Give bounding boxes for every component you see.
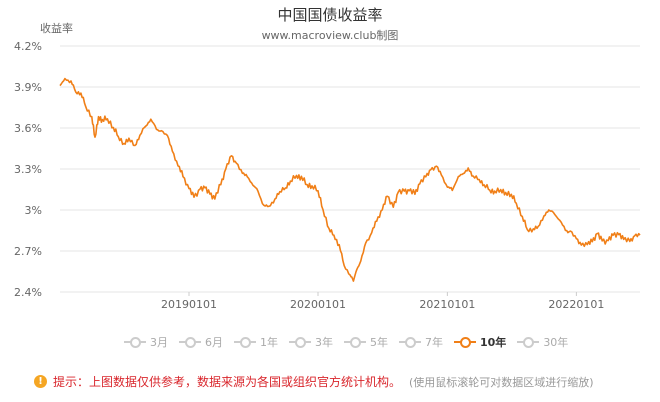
- legend-label: 1年: [260, 336, 278, 349]
- info-icon: !: [34, 375, 47, 388]
- legend-item-5年[interactable]: 5年: [344, 334, 388, 350]
- y-axis-ticks: 2.4% 2.7% 3% 3.3% 3.6% 3.9% 4.2%: [14, 40, 42, 299]
- x-axis-ticks: 20190101 20200101 20210101 20220101: [161, 292, 604, 311]
- x-tick-label: 20210101: [419, 298, 475, 311]
- legend-marker-icon: [124, 336, 146, 348]
- notice-text: 提示：上图数据仅供参考，数据来源为各国或组织官方统计机构。: [53, 375, 402, 389]
- legend-item-6月[interactable]: 6月: [179, 334, 223, 350]
- legend-marker-icon: [454, 336, 476, 348]
- x-tick-label: 20220101: [548, 298, 604, 311]
- legend-label: 6月: [205, 336, 223, 349]
- legend-label: 5年: [370, 336, 388, 349]
- x-tick-label: 20200101: [290, 298, 346, 311]
- legend: 3月 6月 1年 3年 5年 7年 10年 30年: [124, 334, 579, 350]
- legend-label: 3年: [315, 336, 333, 349]
- notice-hint: (使用鼠标滚轮可对数据区域进行缩放): [409, 375, 594, 389]
- legend-label: 3月: [150, 336, 168, 349]
- y-tick-label: 3.9%: [14, 81, 42, 94]
- grid-lines: [60, 45, 640, 293]
- y-tick-label: 2.7%: [14, 245, 42, 258]
- legend-marker-icon: [234, 336, 256, 348]
- line-chart[interactable]: 2.4% 2.7% 3% 3.3% 3.6% 3.9% 4.2% 20190101 20200…: [0, 0, 660, 330]
- legend-marker-icon: [179, 336, 201, 348]
- legend-label: 10年: [480, 336, 507, 349]
- y-tick-label: 2.4%: [14, 286, 42, 299]
- legend-item-1年[interactable]: 1年: [234, 334, 278, 350]
- legend-label: 30年: [543, 336, 569, 349]
- y-axis-label: 收益率: [40, 22, 73, 35]
- x-tick-label: 20190101: [161, 298, 217, 311]
- legend-label: 7年: [425, 336, 443, 349]
- legend-marker-icon: [289, 336, 311, 348]
- notice-bar: ! 提示：上图数据仅供参考，数据来源为各国或组织官方统计机构。 (使用鼠标滚轮可…: [34, 373, 594, 390]
- legend-marker-icon: [399, 336, 421, 348]
- y-tick-label: 4.2%: [14, 40, 42, 53]
- chart-subtitle: www.macroview.club制图: [261, 29, 399, 42]
- legend-item-3月[interactable]: 3月: [124, 334, 168, 350]
- chart-title: 中国国债收益率: [277, 6, 383, 24]
- legend-item-7年[interactable]: 7年: [399, 334, 443, 350]
- series-line-10y[interactable]: [59, 77, 641, 282]
- legend-item-30年[interactable]: 30年: [517, 334, 568, 350]
- legend-marker-icon: [344, 336, 366, 348]
- y-tick-label: 3.6%: [14, 122, 42, 135]
- legend-item-3年[interactable]: 3年: [289, 334, 333, 350]
- legend-item-10年[interactable]: 10年: [454, 334, 506, 350]
- legend-marker-icon: [517, 336, 540, 348]
- y-tick-label: 3%: [25, 204, 42, 217]
- y-tick-label: 3.3%: [14, 163, 42, 176]
